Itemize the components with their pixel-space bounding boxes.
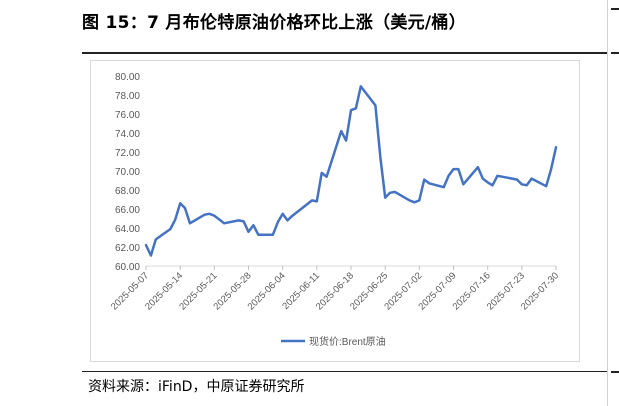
line-chart: 60.00 62.00 64.00 66.00 68.00 70.00 72.00 74.00… xyxy=(109,72,561,348)
y-tick-label: 76.00 xyxy=(115,110,140,121)
y-tick-label: 64.00 xyxy=(115,224,140,235)
y-tick-label: 74.00 xyxy=(115,129,140,140)
title-divider xyxy=(82,52,607,54)
y-tick-label: 78.00 xyxy=(115,91,140,102)
y-tick-label: 70.00 xyxy=(115,167,140,178)
y-tick-label: 68.00 xyxy=(115,186,140,197)
chart-frame: 60.00 62.00 64.00 66.00 68.00 70.00 72.00 74.00… xyxy=(90,60,580,362)
y-tick-label: 62.00 xyxy=(115,243,140,254)
adjacent-panel-edge xyxy=(607,0,619,406)
y-tick-label: 80.00 xyxy=(115,72,140,83)
adjacent-divider xyxy=(611,52,619,54)
adjacent-divider xyxy=(611,371,619,373)
y-tick-label: 60.00 xyxy=(115,262,140,273)
y-tick-label: 72.00 xyxy=(115,148,140,159)
source-divider xyxy=(82,371,607,372)
series-line xyxy=(144,85,558,257)
y-tick-label: 66.00 xyxy=(115,205,140,216)
source-note: 资料来源：iFinD，中原证券研究所 xyxy=(88,379,305,395)
adjacent-title-fragment xyxy=(611,8,619,10)
figure-title: 图 15：7 月布伦特原油价格环比上涨（美元/桶） xyxy=(82,13,467,33)
legend-label: 现货价:Brent原油 xyxy=(309,335,386,348)
